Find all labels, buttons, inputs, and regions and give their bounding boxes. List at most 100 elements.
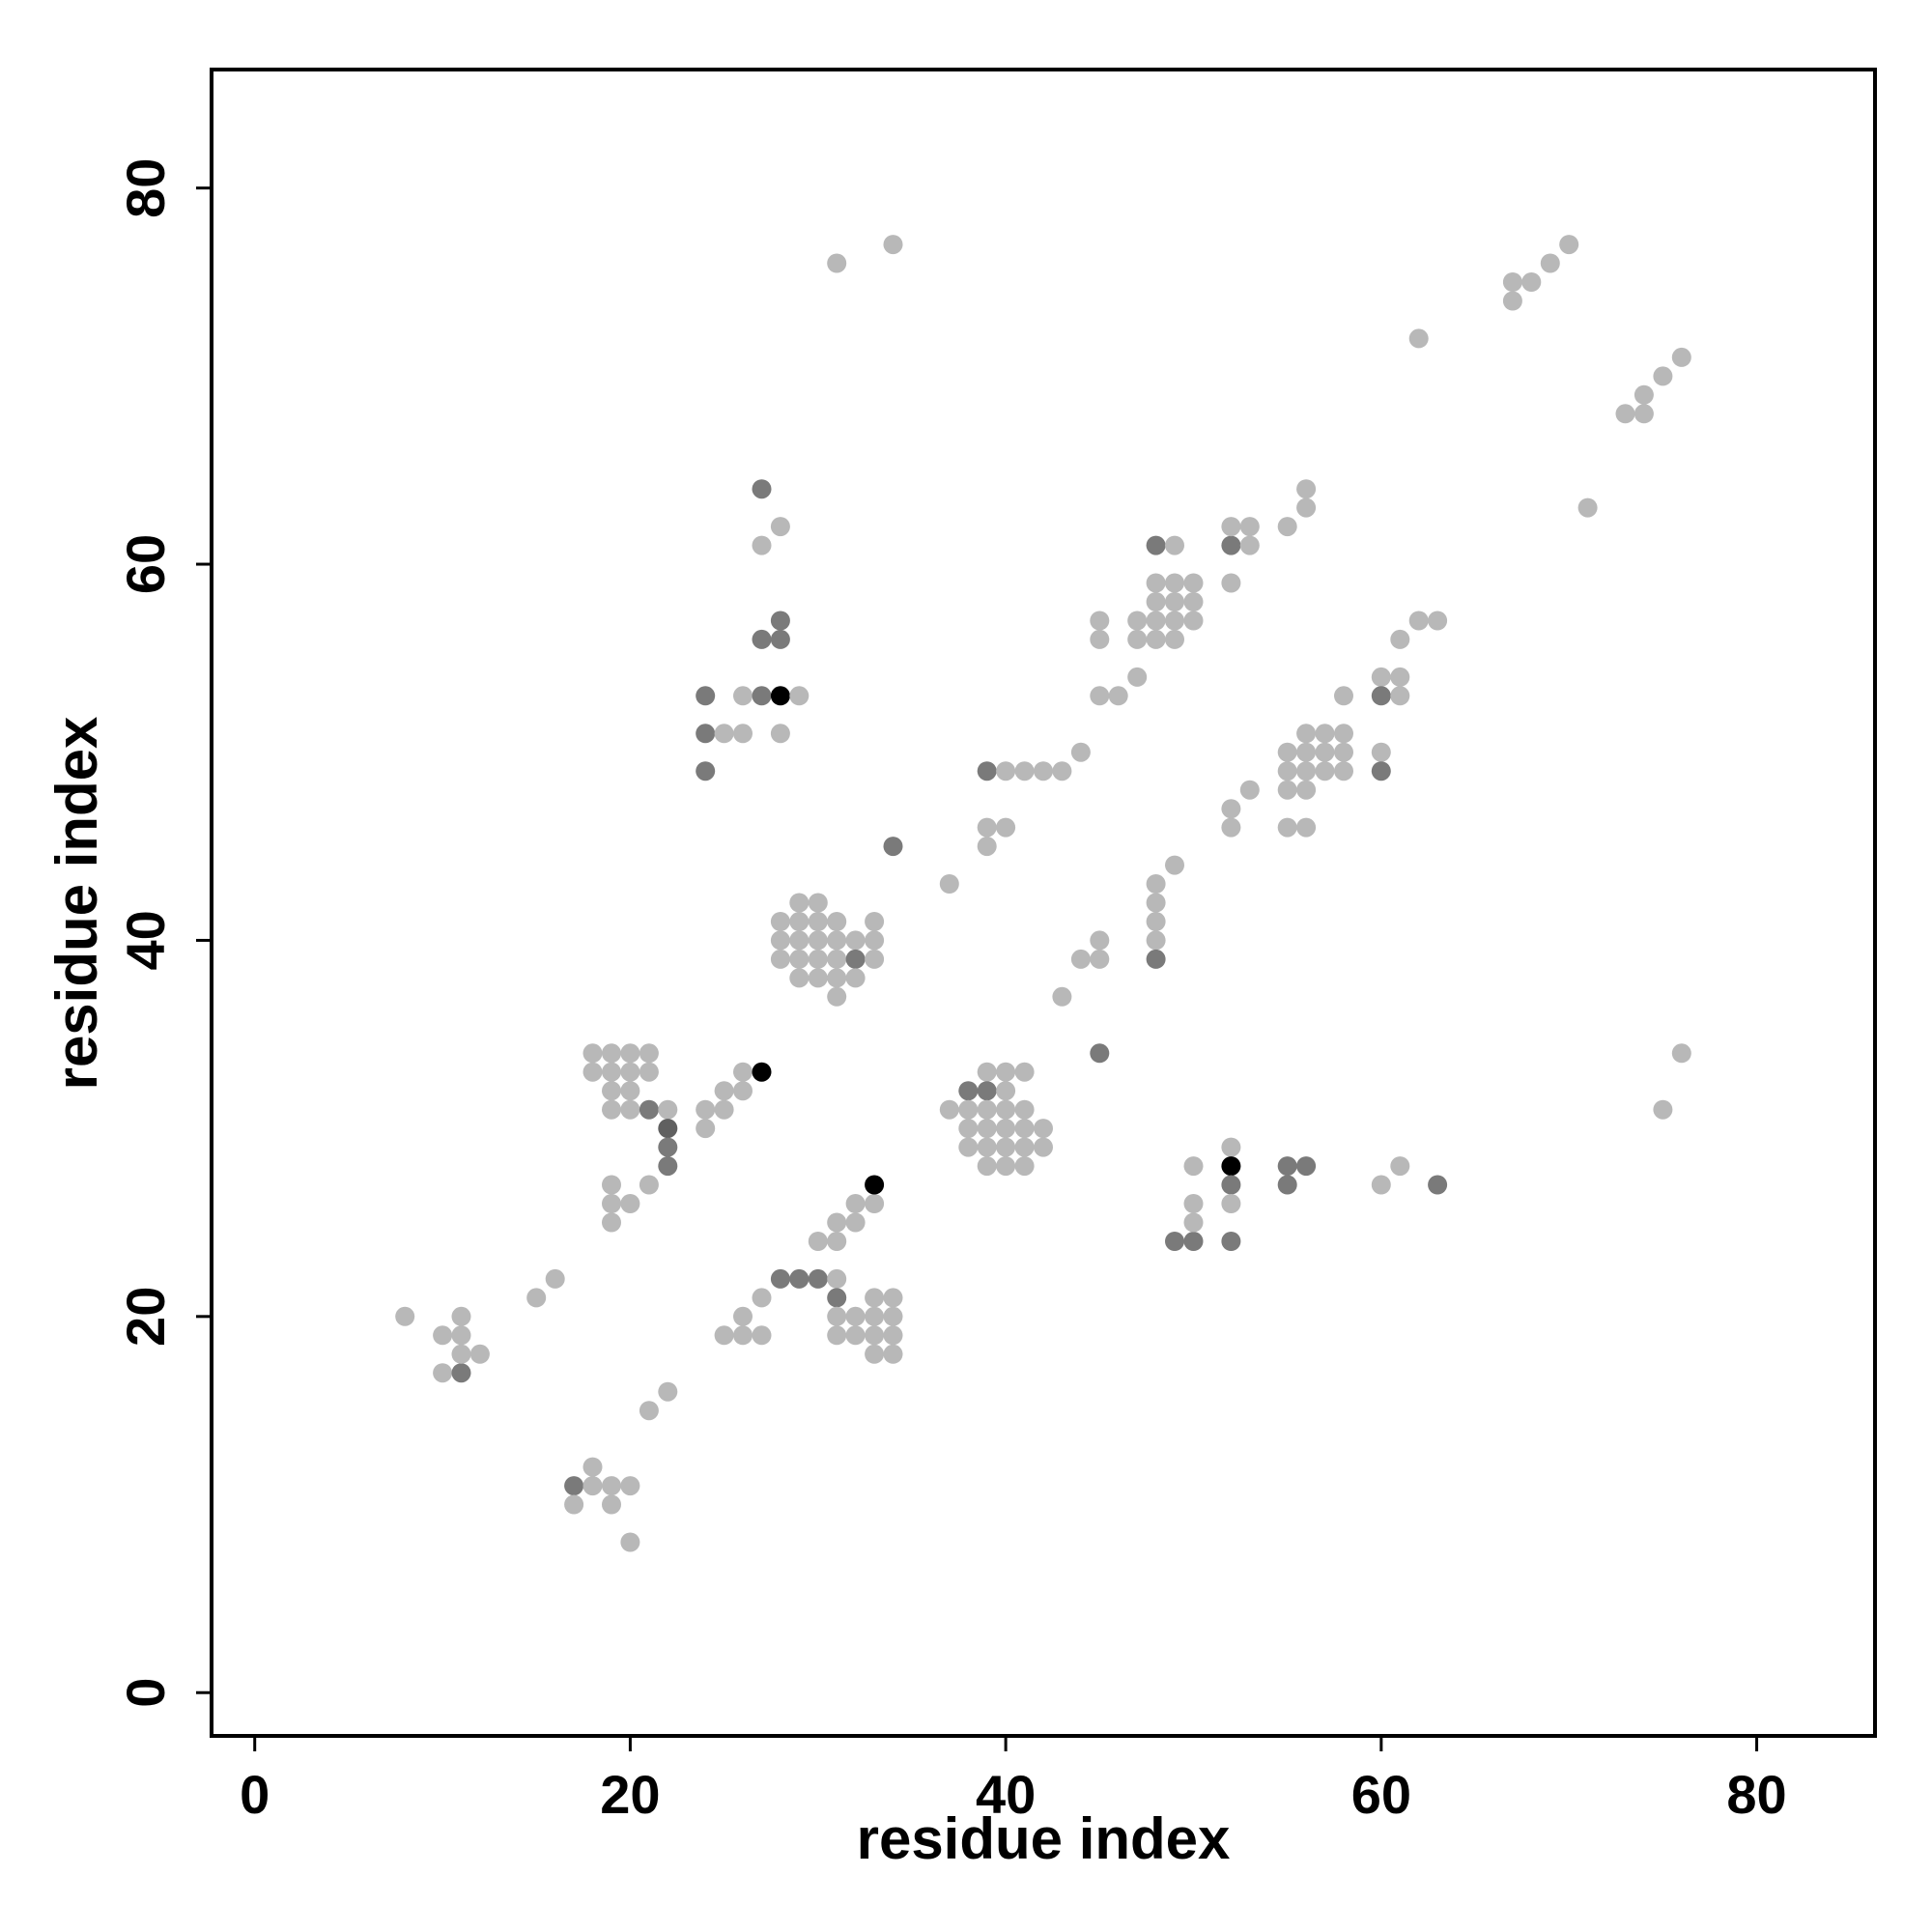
data-point xyxy=(696,1119,716,1139)
data-point xyxy=(1296,1156,1317,1177)
data-point xyxy=(1408,611,1429,631)
data-point xyxy=(451,1306,471,1326)
data-point xyxy=(1408,328,1429,349)
data-point xyxy=(1371,686,1391,706)
data-point xyxy=(639,1401,659,1421)
data-point xyxy=(1277,780,1297,800)
data-point xyxy=(752,535,772,555)
data-point xyxy=(845,930,866,951)
data-point xyxy=(1127,611,1148,631)
data-point xyxy=(1165,611,1184,631)
data-point xyxy=(958,1137,979,1157)
data-point xyxy=(1183,573,1204,593)
data-point xyxy=(1277,761,1297,781)
data-point xyxy=(1014,1119,1035,1139)
data-point xyxy=(808,968,828,988)
data-point xyxy=(733,1081,753,1101)
data-point xyxy=(1615,404,1635,424)
data-point xyxy=(1146,893,1166,913)
data-point xyxy=(1315,724,1335,744)
data-point xyxy=(1428,611,1448,631)
data-point xyxy=(1577,497,1598,518)
data-point xyxy=(451,1344,471,1364)
data-point xyxy=(733,686,753,706)
data-point xyxy=(639,1175,659,1195)
data-point xyxy=(808,1268,828,1289)
data-point xyxy=(1183,1212,1204,1233)
data-point xyxy=(752,1288,772,1308)
x-tick-label: 40 xyxy=(976,1764,1036,1825)
data-point xyxy=(883,837,903,857)
data-point xyxy=(789,1268,810,1289)
data-point xyxy=(658,1156,678,1177)
data-point xyxy=(1090,611,1110,631)
data-point xyxy=(1070,949,1091,969)
data-point xyxy=(977,1099,997,1120)
data-point xyxy=(789,949,810,969)
data-point xyxy=(714,724,734,744)
data-point xyxy=(1014,1137,1035,1157)
x-tick-label: 80 xyxy=(1726,1764,1786,1825)
data-point xyxy=(845,949,866,969)
data-point xyxy=(770,949,790,969)
data-point xyxy=(696,1099,716,1120)
data-point xyxy=(1390,629,1410,649)
data-point xyxy=(1296,817,1317,838)
data-point xyxy=(770,1268,790,1289)
data-point xyxy=(1653,1099,1673,1120)
data-point xyxy=(582,1457,603,1477)
data-point xyxy=(1146,573,1166,593)
data-point xyxy=(865,949,885,969)
data-point xyxy=(1183,611,1204,631)
data-point xyxy=(1090,1043,1110,1064)
data-point xyxy=(469,1344,490,1364)
data-point xyxy=(1165,535,1184,555)
data-point xyxy=(827,986,847,1007)
data-point xyxy=(845,968,866,988)
data-point xyxy=(770,517,790,537)
data-point xyxy=(996,817,1016,838)
data-point xyxy=(1334,742,1353,762)
data-point xyxy=(1334,761,1353,781)
data-point xyxy=(1108,686,1128,706)
data-point xyxy=(845,1325,866,1346)
data-point xyxy=(827,912,847,931)
data-point xyxy=(977,1156,997,1177)
data-point xyxy=(770,912,790,931)
data-point xyxy=(1315,761,1335,781)
data-point xyxy=(620,1099,640,1120)
data-point xyxy=(1221,1194,1241,1213)
x-tick-label: 0 xyxy=(240,1764,270,1825)
data-point xyxy=(1428,1175,1448,1195)
data-point xyxy=(1296,724,1317,744)
data-point xyxy=(526,1288,547,1308)
data-point xyxy=(1146,629,1166,649)
y-tick-label: 60 xyxy=(115,534,176,594)
data-point xyxy=(1221,1175,1241,1195)
plot-frame xyxy=(210,68,1877,1738)
data-point xyxy=(789,912,810,931)
data-point xyxy=(977,761,997,781)
data-point xyxy=(451,1325,471,1346)
data-point xyxy=(602,1212,621,1233)
data-point xyxy=(714,1081,734,1101)
data-point xyxy=(996,1119,1016,1139)
data-point xyxy=(958,1081,979,1101)
data-point xyxy=(1183,1232,1204,1251)
data-point xyxy=(977,1081,997,1101)
data-point xyxy=(1014,1156,1035,1177)
data-point xyxy=(752,1325,772,1346)
data-point xyxy=(770,686,790,706)
data-point xyxy=(1146,949,1166,969)
data-point xyxy=(1239,517,1260,537)
y-tick-label: 0 xyxy=(115,1678,176,1708)
data-point xyxy=(639,1062,659,1082)
data-point xyxy=(1183,1194,1204,1213)
data-point xyxy=(1296,780,1317,800)
data-point xyxy=(789,893,810,913)
data-point xyxy=(996,1137,1016,1157)
data-point xyxy=(1390,667,1410,687)
data-point xyxy=(827,949,847,969)
data-point xyxy=(827,1288,847,1308)
data-point xyxy=(395,1306,415,1326)
